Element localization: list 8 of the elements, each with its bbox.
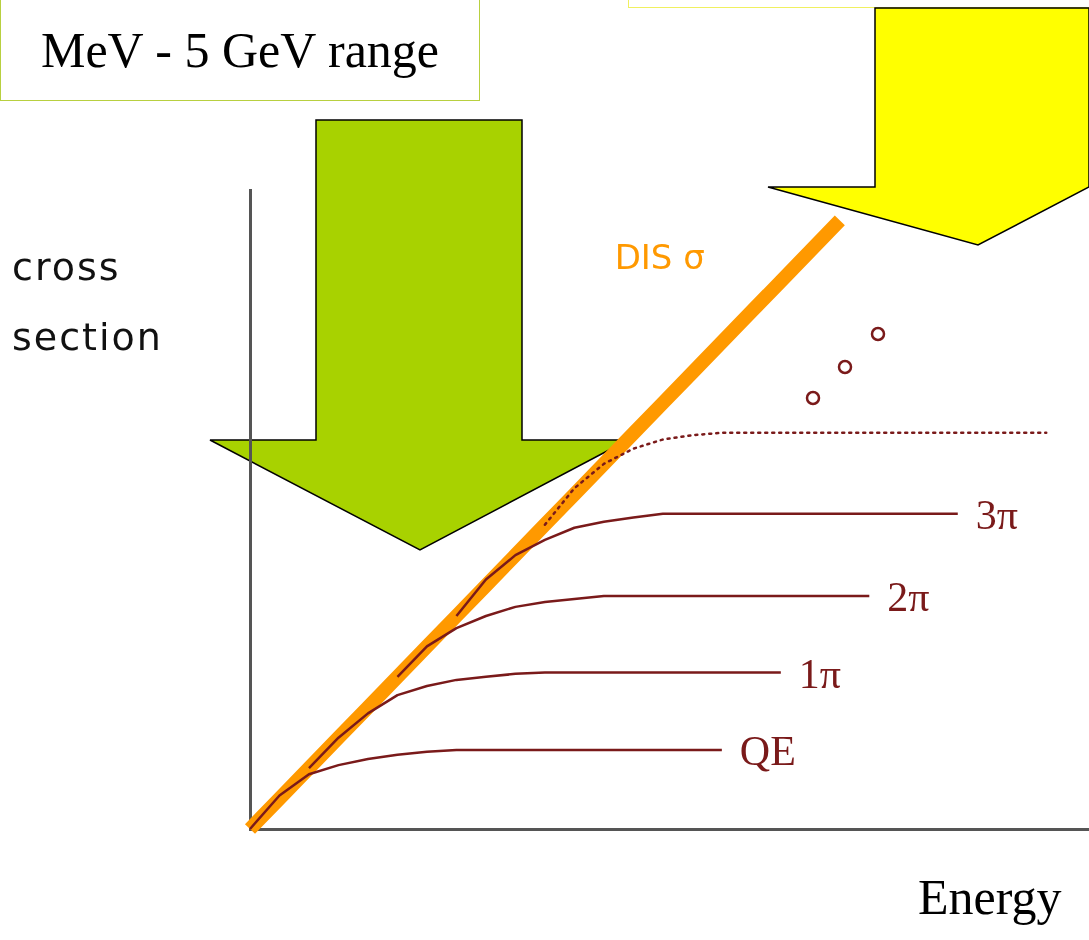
series-label: 2π: [887, 573, 930, 620]
x-axis-title: Energy: [918, 868, 1062, 926]
series-label: 3π: [975, 491, 1018, 538]
text: MeV - 5 GeV range: [0, 0, 480, 101]
series-label: DIS σ: [614, 237, 705, 278]
series-label: 1π: [798, 650, 842, 697]
y-axis-title: cross section: [12, 244, 164, 361]
series-label: QE: [739, 727, 796, 774]
